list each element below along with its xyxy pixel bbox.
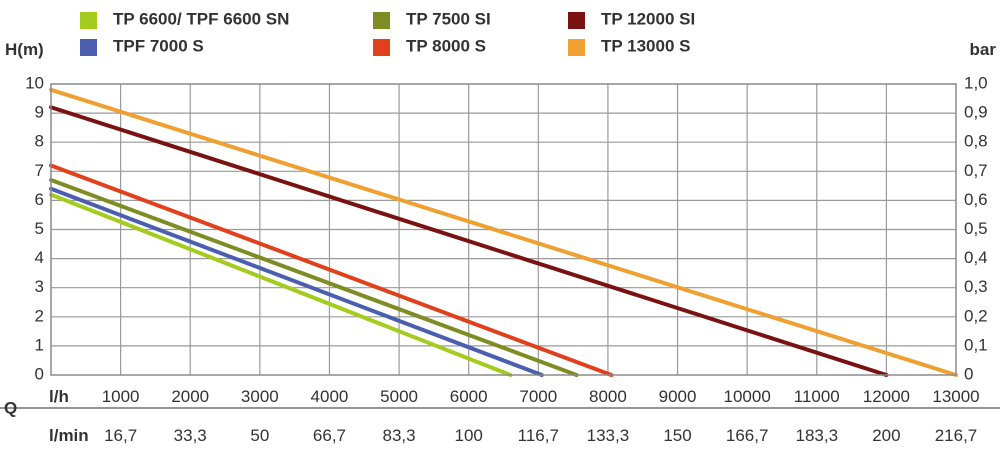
series-line-5	[49, 105, 889, 377]
y-tick-label-left: 3	[35, 277, 44, 296]
legend-swatch	[80, 39, 97, 56]
x-ticks: 1000 16,7 2000 33,3 3000 50 4000 66,7 5000 83,3 60…	[102, 387, 980, 445]
x-tick-label-lmin: 150	[663, 426, 691, 445]
x-unit-lmin: l/min	[49, 426, 89, 445]
y-tick-label-left: 8	[35, 132, 44, 151]
x-tick-label-lh: 10000	[724, 387, 771, 406]
y-tick-label-left: 6	[35, 190, 44, 209]
x-unit-lh: l/h	[49, 387, 69, 406]
y-tick-label-left: 0	[35, 364, 44, 383]
legend-swatch	[80, 12, 97, 29]
x-tick-label-lh: 13000	[932, 387, 979, 406]
y-tick-label-left: 5	[35, 219, 44, 238]
x-tick-label-lh: 8000	[589, 387, 627, 406]
series-line-6	[49, 87, 958, 377]
series-line-2	[49, 186, 544, 377]
legend: TP 6600/ TPF 6600 SN TP 7500 SI TP 12000 S…	[80, 9, 695, 56]
y-tick-label-right: 0,6	[964, 190, 988, 209]
legend-label: TPF 7000 S	[113, 36, 204, 55]
y-tick-label-left: 7	[35, 161, 44, 180]
plot-frame	[50, 83, 957, 376]
x-tick-label-lh: 4000	[311, 387, 349, 406]
x-tick-label-lmin: 66,7	[313, 426, 346, 445]
y-tick-label-right: 0,2	[964, 306, 988, 325]
x-tick-label-lh: 6000	[450, 387, 488, 406]
legend-swatch	[373, 39, 390, 56]
y-tick-label-left: 1	[35, 335, 44, 354]
y-tick-label-right: 0,4	[964, 248, 988, 267]
series-lines	[49, 87, 958, 377]
x-tick-label-lh: 7000	[519, 387, 557, 406]
series-line-4	[49, 163, 614, 377]
legend-label: TP 6600/ TPF 6600 SN	[113, 9, 289, 28]
x-tick-label-lh: 5000	[380, 387, 418, 406]
legend-label: TP 8000 S	[406, 36, 486, 55]
legend-swatch	[568, 12, 585, 29]
y-tick-label-right: 0,7	[964, 161, 988, 180]
x-tick-label-lmin: 83,3	[383, 426, 416, 445]
x-tick-label-lmin: 33,3	[174, 426, 207, 445]
y-tick-label-right: 0,3	[964, 277, 988, 296]
x-tick-label-lh: 11000	[794, 387, 840, 406]
y-tick-label-right: 0,9	[964, 103, 988, 122]
y-tick-label-right: 0,8	[964, 132, 988, 151]
x-tick-label-lmin: 200	[872, 426, 900, 445]
y-axis-label-right: bar	[970, 40, 997, 59]
legend-label: TP 12000 SI	[601, 9, 695, 28]
y-tick-label-left: 4	[35, 248, 44, 267]
legend-label: TP 7500 SI	[406, 9, 491, 28]
y-tick-label-right: 0	[964, 364, 973, 383]
x-tick-label-lh: 9000	[659, 387, 697, 406]
series-line-1	[49, 192, 513, 377]
x-tick-label-lh: 3000	[241, 387, 279, 406]
y-tick-label-right: 0,5	[964, 219, 988, 238]
x-tick-label-lmin: 50	[250, 426, 269, 445]
x-tick-label-lh: 1000	[102, 387, 140, 406]
x-tick-label-lmin: 133,3	[587, 426, 630, 445]
y-ticks: 0 1 2 3 4 5 6 7 8 9 10 0 0,1 0,2 0,3 0,4 0,5 0,6 0,7 0,8 0,9…	[25, 73, 988, 383]
y-tick-label-right: 0,1	[964, 335, 988, 354]
x-tick-label-lmin: 100	[455, 426, 483, 445]
x-tick-label-lmin: 16,7	[104, 426, 137, 445]
legend-swatch	[373, 12, 390, 29]
legend-label: TP 13000 S	[601, 36, 690, 55]
x-tick-label-lh: 2000	[171, 387, 209, 406]
y-tick-label-left: 10	[25, 73, 44, 92]
y-tick-label-left: 2	[35, 306, 44, 325]
y-tick-label-right: 1,0	[964, 73, 988, 92]
x-tick-label-lh: 12000	[863, 387, 910, 406]
x-tick-label-lmin: 216,7	[935, 426, 978, 445]
y-tick-label-left: 9	[35, 103, 44, 122]
legend-swatch	[568, 39, 585, 56]
series-line-3	[49, 178, 579, 377]
x-tick-label-lmin: 166,7	[726, 426, 769, 445]
q-label: Q	[4, 398, 17, 417]
x-tick-label-lmin: 183,3	[795, 426, 838, 445]
x-tick-label-lmin: 116,7	[518, 426, 559, 445]
y-axis-label-left: H(m)	[5, 40, 44, 59]
